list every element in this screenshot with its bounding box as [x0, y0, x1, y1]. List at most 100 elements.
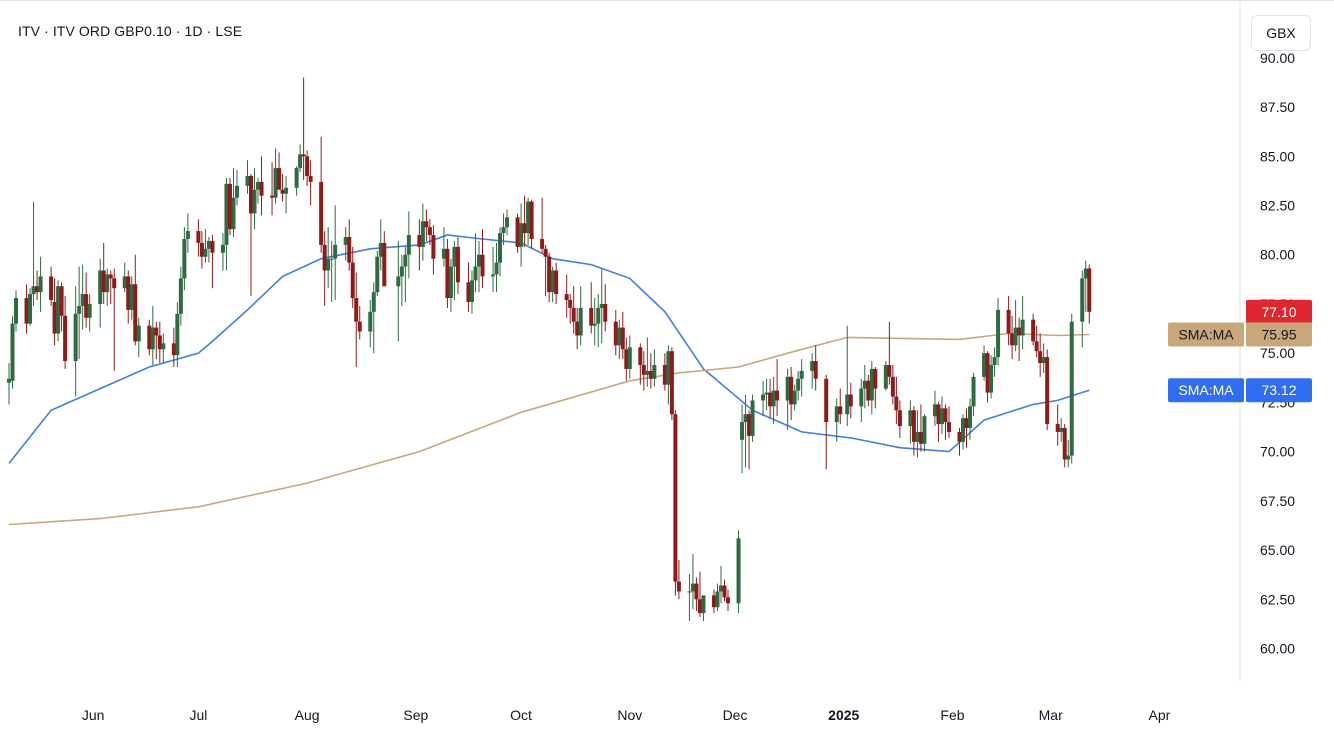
candle-body: [270, 195, 275, 198]
candle-body: [620, 327, 625, 350]
candle-body: [35, 286, 40, 293]
candle-body: [343, 237, 348, 245]
candle-body: [368, 311, 373, 332]
candle-body: [445, 248, 450, 299]
candle-body: [862, 380, 867, 389]
candle-body: [592, 323, 597, 326]
candle-body: [206, 240, 211, 249]
sma-fast-value-label-text: 73.12: [1261, 382, 1296, 398]
candle-body: [308, 175, 313, 182]
candle-body: [101, 270, 106, 293]
candle-body: [718, 585, 723, 592]
candle-body: [554, 270, 559, 295]
candle-body: [56, 286, 61, 334]
candle-body: [1062, 428, 1067, 460]
currency-button[interactable]: GBX: [1251, 15, 1311, 51]
candle-body: [501, 227, 506, 234]
candle-body: [466, 282, 471, 302]
candle-body: [985, 353, 990, 393]
candle-body: [231, 197, 236, 230]
candle-body: [182, 238, 187, 279]
candle-body: [347, 237, 352, 263]
last-price-label: 77.10: [1246, 299, 1312, 324]
x-tick-label: Nov: [617, 707, 642, 723]
x-tick-label: Mar: [1039, 707, 1063, 723]
candle-body: [371, 292, 376, 312]
candle-body: [105, 274, 110, 293]
candle-body: [971, 376, 976, 407]
candle-body: [638, 347, 643, 365]
candle-body: [599, 303, 604, 308]
candle-body: [813, 361, 818, 379]
candle-body: [726, 597, 731, 604]
candle-body: [824, 378, 829, 423]
candle-body: [799, 370, 804, 379]
last-price-label-bg: [1246, 299, 1312, 324]
candle-body: [326, 258, 331, 271]
candle-body: [498, 233, 503, 263]
sma-slow-value-label-text: 75.95: [1261, 326, 1296, 342]
candle-body: [171, 343, 176, 356]
x-tick-label: Aug: [295, 707, 320, 723]
last-price-label-text: 77.10: [1261, 304, 1296, 320]
candle-body: [154, 327, 159, 336]
candle-body: [922, 416, 927, 444]
sma-fast-value-label: 73.12: [1246, 378, 1312, 403]
candle-body: [136, 325, 141, 342]
candle-body: [603, 303, 608, 322]
candle-body: [740, 422, 745, 440]
candle-body: [1038, 351, 1043, 364]
candle-body: [848, 394, 853, 407]
candle-body: [441, 248, 446, 259]
candle-body: [918, 431, 923, 444]
candle-body: [298, 154, 303, 169]
y-tick-label: 90.00: [1260, 50, 1295, 66]
candle-body: [1045, 357, 1050, 425]
candle-body: [750, 400, 755, 436]
candle-body: [98, 270, 103, 304]
candle-body: [936, 404, 941, 425]
candle-body: [792, 390, 797, 405]
candle-body: [932, 404, 937, 417]
candle-body: [943, 408, 948, 423]
candle-body: [968, 406, 973, 429]
x-tick-label: Jun: [82, 707, 105, 723]
candle-body: [845, 394, 850, 415]
candle-body: [256, 181, 261, 190]
candle-body: [108, 274, 113, 279]
candle-body: [866, 380, 871, 401]
candle-body: [697, 599, 702, 614]
candle-body: [722, 585, 727, 598]
candle-body: [196, 231, 201, 243]
candle-body: [515, 217, 520, 247]
candle-body: [859, 388, 864, 407]
candle-body: [31, 286, 36, 295]
sma-slow-value-label-bg: [1246, 322, 1312, 347]
candle-body: [946, 422, 951, 432]
candle-body: [417, 235, 422, 247]
candle-body: [87, 303, 92, 318]
candle-body: [796, 378, 801, 391]
candle-body: [294, 168, 299, 188]
candle-body: [249, 175, 254, 214]
candle-body: [564, 294, 569, 301]
candle-body: [227, 183, 232, 230]
sma-fast-name-tag-text: SMA:MA: [1178, 382, 1234, 398]
y-tick-label: 65.00: [1260, 542, 1295, 558]
y-tick-label: 87.50: [1260, 99, 1295, 115]
candle-body: [1006, 309, 1011, 334]
candle-body: [133, 284, 138, 342]
candle-body: [161, 343, 166, 350]
candle-body: [519, 223, 524, 247]
candle-body: [568, 300, 573, 308]
x-tick-label: Dec: [723, 707, 748, 723]
candle-body: [14, 298, 19, 324]
candle-body: [10, 323, 15, 381]
candle-body: [224, 183, 229, 245]
candle-body: [673, 414, 678, 582]
candle-body: [375, 256, 380, 293]
candle-body: [894, 396, 899, 411]
candle-body: [63, 315, 68, 362]
